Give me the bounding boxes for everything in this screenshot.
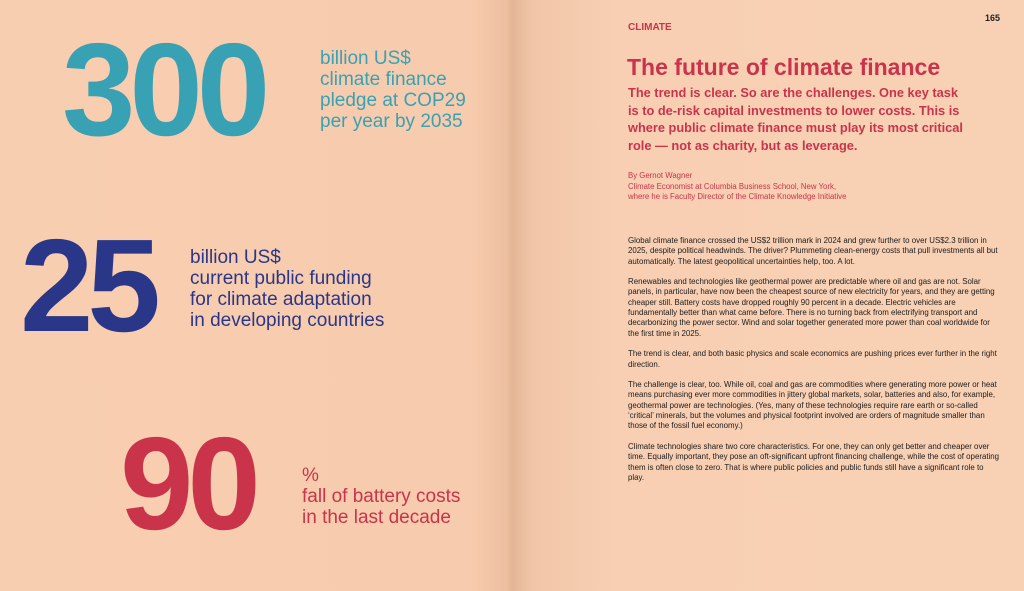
text-line: current public funding — [190, 268, 372, 289]
article-body: Global climate finance crossed the US$2 … — [628, 236, 1000, 493]
article-title: The future of climate finance — [627, 54, 941, 80]
text-line: per year by 2035 — [320, 111, 463, 132]
stat-number: 90 — [120, 410, 261, 557]
stat-label: billion US$ current public funding for cli… — [190, 247, 384, 331]
page-number: 165 — [985, 13, 1001, 23]
text-line: is to de-risk capital investments to low… — [628, 102, 960, 118]
stat-number: 25 — [20, 212, 161, 359]
paragraph: Renewables and technologies like geother… — [628, 277, 995, 338]
text-line: pledge at COP29 — [320, 90, 466, 111]
text-line: where public climate finance must play i… — [628, 120, 963, 135]
text-line: % — [302, 465, 319, 486]
text-line: By Gernot Wagner — [628, 171, 693, 180]
paragraph: The trend is clear, and both basic physi… — [628, 349, 997, 369]
text-line: in developing countries — [190, 310, 385, 331]
text-line: The trend is clear. So are the challenge… — [628, 85, 959, 100]
text-line: for climate adaptation — [190, 289, 372, 310]
section-label: CLIMATE — [628, 22, 672, 33]
paragraph: Global climate finance crossed the US$2 … — [628, 236, 998, 266]
text-line: fall of battery costs — [302, 486, 461, 507]
text-line: in the last decade — [302, 507, 451, 528]
paragraph: Climate technologies share two core char… — [628, 441, 1000, 482]
text-line: billion US$ — [190, 247, 281, 268]
article-lede: The trend is clear. So are the challenge… — [628, 84, 963, 154]
text-line: Climate Economist at Columbia Business S… — [628, 181, 837, 191]
stat-number: 300 — [62, 16, 270, 163]
stat-label: billion US$ climate finance pledge at COP2… — [320, 48, 466, 132]
text-line: billion US$ — [320, 48, 411, 69]
text-line: role — not as charity, but as leverage. — [628, 137, 858, 153]
text-line: climate finance — [320, 69, 447, 90]
stat-label: % fall of battery costs in the last decade — [302, 465, 460, 528]
byline: By Gernot Wagner Climate Economist at Col… — [628, 171, 846, 203]
paragraph: The challenge is clear, too. While oil, … — [628, 380, 997, 431]
text-line: where he is Faculty Director of the Clim… — [628, 192, 847, 201]
